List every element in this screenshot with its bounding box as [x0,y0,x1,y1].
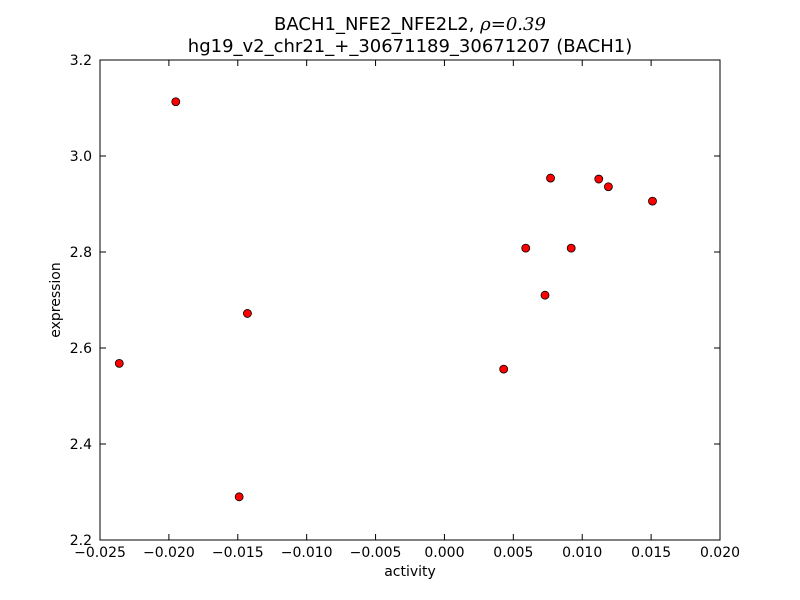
data-point [521,243,531,253]
y-tick-label: 2.4 [70,437,92,453]
x-tick-label: 0.020 [700,545,740,561]
x-axis-label: activity [384,564,436,580]
data-point [566,243,576,253]
data-point [594,174,604,184]
y-tick-label: 2.6 [70,341,92,357]
x-tick-label: 0.000 [424,545,464,561]
x-tick-label: −0.010 [281,545,333,561]
chart-title-prefix: BACH1_NFE2_NFE2L2, [274,14,480,35]
y-tick-label: 3.2 [70,53,92,69]
x-tick-label: −0.005 [350,545,402,561]
chart-title-line1: BACH1_NFE2_NFE2L2, ρ=0.39 [274,14,546,35]
x-tick-label: 0.010 [562,545,602,561]
data-point [234,492,244,502]
data-points [114,97,657,502]
data-point [604,182,613,192]
data-point [114,358,124,368]
data-point [171,97,181,107]
data-point [243,309,252,318]
chart-title-rho-value: =0.39 [491,14,546,35]
y-axis-label: expression [48,262,64,338]
data-point [648,196,657,206]
data-point [499,364,509,374]
y-tick-label: 2.8 [70,245,92,261]
x-tick-label: −0.020 [143,545,195,561]
plot-area [99,59,721,541]
chart-title-line2: hg19_v2_chr21_+_30671189_30671207 (BACH1… [188,36,632,57]
x-tick-label: 0.015 [631,545,671,561]
chart-title-rho-symbol: ρ [479,14,491,35]
y-axis-ticks: 2.2 2.4 2.6 2.8 3.0 3.2 [70,53,720,549]
x-tick-label: −0.015 [212,545,264,561]
data-point [540,290,550,300]
y-tick-label: 3.0 [70,149,92,165]
x-tick-label: 0.005 [493,545,533,561]
x-axis-ticks: −0.025 −0.020 −0.015 −0.010 −0.005 0.000 0.005… [74,60,740,561]
y-tick-label: 2.2 [70,533,92,549]
x-tick-label: −0.025 [74,545,126,561]
data-point [546,173,555,183]
